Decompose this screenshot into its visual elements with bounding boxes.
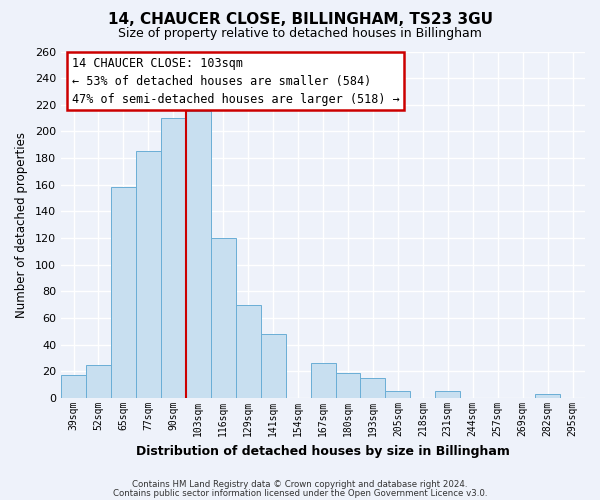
Bar (111, 188, 136, 398)
Bar (236, 305, 260, 398)
Bar (86, 365, 111, 398)
Bar (311, 364, 335, 398)
Bar (211, 238, 236, 398)
X-axis label: Distribution of detached houses by size in Billingham: Distribution of detached houses by size … (136, 444, 510, 458)
Y-axis label: Number of detached properties: Number of detached properties (15, 132, 28, 318)
Bar (61, 376, 86, 398)
Bar (385, 392, 410, 398)
Bar (136, 152, 161, 398)
Bar (260, 334, 286, 398)
Text: 14 CHAUCER CLOSE: 103sqm
← 53% of detached houses are smaller (584)
47% of semi-: 14 CHAUCER CLOSE: 103sqm ← 53% of detach… (71, 56, 399, 106)
Bar (186, 112, 211, 398)
Bar (361, 378, 385, 398)
Bar (436, 392, 460, 398)
Bar (161, 118, 186, 398)
Bar (535, 394, 560, 398)
Text: Contains HM Land Registry data © Crown copyright and database right 2024.: Contains HM Land Registry data © Crown c… (132, 480, 468, 489)
Text: Size of property relative to detached houses in Billingham: Size of property relative to detached ho… (118, 28, 482, 40)
Bar (335, 373, 361, 398)
Text: Contains public sector information licensed under the Open Government Licence v3: Contains public sector information licen… (113, 488, 487, 498)
Text: 14, CHAUCER CLOSE, BILLINGHAM, TS23 3GU: 14, CHAUCER CLOSE, BILLINGHAM, TS23 3GU (107, 12, 493, 28)
